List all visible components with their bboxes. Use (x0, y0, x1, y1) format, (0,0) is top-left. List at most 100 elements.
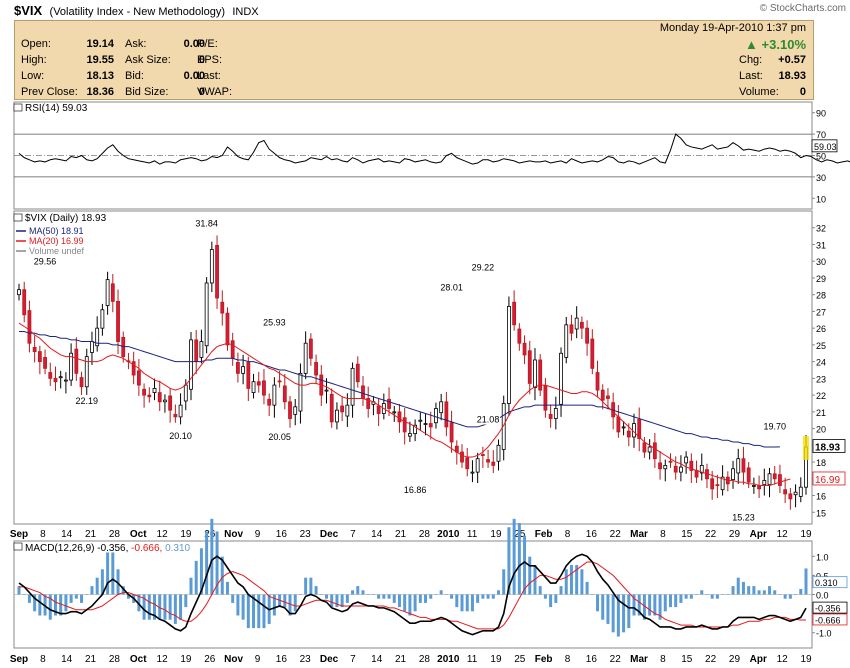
quote-left-label-2: Low: (21, 70, 45, 82)
price-tick-label: 20 (816, 425, 826, 435)
macd-histogram-bar (465, 594, 469, 612)
macd-histogram-bar (345, 594, 349, 603)
macd-histogram-bar (773, 590, 777, 595)
macd-histogram-bar (351, 590, 355, 595)
macd-histogram-bar (53, 594, 57, 616)
candle-body (579, 321, 584, 329)
candle-body (548, 413, 553, 419)
macd-tick-label: 0.0 (816, 591, 829, 601)
candle-body (282, 385, 287, 403)
macd-histogram-bar (189, 577, 193, 595)
candle-body (340, 405, 345, 413)
quote-mid-label-2: Bid: (125, 70, 144, 82)
candle-body (527, 350, 532, 384)
symbol: $VIX (14, 3, 43, 18)
price-x-label: 16 (586, 529, 598, 540)
price-tick-label: 28 (816, 291, 826, 301)
candle-body (392, 411, 397, 414)
candle-body (27, 310, 32, 344)
candle-body (652, 442, 657, 460)
candle-body (715, 484, 720, 487)
candle-body (736, 458, 741, 474)
candle-body (460, 451, 464, 463)
macd-histogram-bar (549, 594, 553, 608)
candle-body (288, 401, 292, 419)
macd-histogram-bar (512, 518, 516, 595)
annotation-bg (74, 394, 99, 406)
macd-histogram-bar (418, 594, 422, 603)
price-tick-label: 15 (816, 508, 826, 518)
price-panel-frame (13, 210, 813, 525)
macd-histogram-bar (403, 594, 407, 612)
quote-mid-label-3: Bid Size: (125, 86, 169, 98)
price-annotation: 16.86 (404, 485, 427, 495)
macd-histogram-bar (559, 586, 563, 595)
macd-histogram-bar (210, 518, 214, 595)
candle-body (533, 359, 537, 388)
ma50-line (19, 331, 780, 448)
macd-histogram-bar (569, 565, 573, 595)
quote-left-value-3: 18.36 (86, 86, 114, 98)
macd-histogram-bar (142, 594, 146, 620)
macd-histogram-bar (194, 560, 198, 595)
annotation-bg (33, 255, 58, 267)
macd-histogram-bar (371, 594, 375, 595)
candle-body (585, 327, 589, 344)
macd-histogram-bar (762, 590, 766, 595)
macd-x-label: 25 (514, 654, 526, 665)
candle-body (58, 376, 63, 379)
candle-body (475, 458, 480, 473)
macd-histogram-bar (33, 594, 37, 612)
macd-histogram-bar (361, 590, 365, 595)
macd-histogram-bar (658, 594, 662, 620)
candle-body (84, 356, 89, 388)
macd-histogram-bar (168, 594, 172, 620)
macd-last-box (812, 601, 848, 614)
price-tick-label: 21 (816, 408, 826, 418)
macd-x-label: 21 (395, 654, 407, 665)
macd-x-label: 14 (61, 654, 73, 665)
macd-x-label: 14 (371, 654, 383, 665)
macd-histogram-bar (288, 594, 292, 616)
candle-body (616, 416, 621, 433)
brand-watermark: © StockCharts.com (759, 3, 846, 14)
price-legend-swatch (13, 213, 23, 222)
macd-histogram-bar (397, 594, 401, 608)
candle-body (204, 282, 209, 347)
candle-body (501, 403, 506, 450)
macd-histogram-bar (768, 586, 772, 595)
macd-histogram-bar (460, 594, 464, 612)
candle-body (621, 426, 626, 429)
macd-x-label: 22 (610, 654, 622, 665)
macd-tick-label: 1.0 (816, 552, 829, 562)
price-tick-label: 25 (816, 341, 826, 351)
candle-body (720, 476, 725, 491)
price-x-label: 8 (660, 529, 666, 540)
macd-histogram-bar (340, 594, 344, 608)
candle-body (163, 399, 167, 403)
annotation-bg (762, 420, 787, 432)
macd-histogram-bar (788, 594, 792, 599)
macd-legend-name: MACD(12,26,9) (25, 543, 97, 554)
price-tick-label: 31 (816, 240, 826, 250)
candle-body (684, 456, 689, 464)
quote-mid-value-2: 0.00 (183, 70, 205, 82)
macd-histogram-bar (778, 594, 782, 595)
quote-right-label-2: Last: (197, 70, 221, 82)
macd-histogram-bar (330, 594, 334, 608)
price-tick-label: 16 (816, 492, 826, 502)
candle-body (79, 377, 84, 388)
macd-x-label: 12 (157, 654, 169, 665)
candle-body (335, 409, 339, 423)
macd-histogram-bar (606, 594, 610, 624)
macd-histogram-bar (272, 594, 276, 616)
candle-body (298, 372, 303, 412)
macd-histogram-bar (387, 594, 391, 599)
macd-histogram-bar (580, 569, 584, 595)
candle-body (788, 493, 793, 500)
candle-body (423, 423, 428, 425)
macd-line (18, 553, 807, 636)
price-annotation: 29.22 (472, 262, 495, 272)
candle-body (783, 489, 788, 495)
macd-histogram-bar (721, 594, 725, 595)
